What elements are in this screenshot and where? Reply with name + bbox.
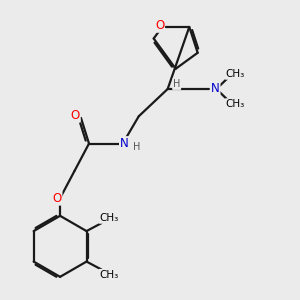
Text: O: O <box>155 19 164 32</box>
Text: O: O <box>70 109 80 122</box>
Text: CH₃: CH₃ <box>226 69 245 79</box>
Text: CH₃: CH₃ <box>99 213 119 223</box>
Text: CH₃: CH₃ <box>99 270 119 280</box>
Text: H: H <box>133 142 140 152</box>
Text: H: H <box>173 79 180 89</box>
Text: N: N <box>120 137 129 150</box>
Text: CH₃: CH₃ <box>226 99 245 109</box>
Text: O: O <box>52 192 62 205</box>
Text: N: N <box>211 82 220 95</box>
